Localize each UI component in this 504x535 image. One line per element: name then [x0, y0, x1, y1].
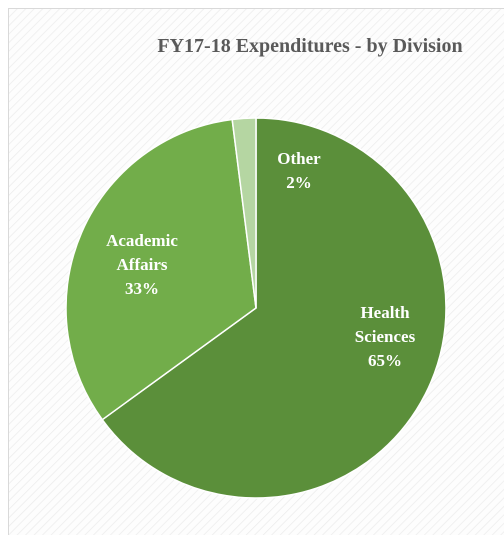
slice-category-label: Academic Affairs	[106, 231, 178, 274]
slice-category-label: Other	[277, 149, 321, 168]
slice-category-label: Health Sciences	[355, 303, 416, 346]
slice-value-label: 65%	[368, 351, 402, 370]
pie-slice	[65, 118, 257, 421]
pie-slice	[101, 117, 447, 499]
slice-value-label: 2%	[286, 173, 312, 192]
slice-value-label: 33%	[125, 279, 159, 298]
pie-slice	[231, 117, 257, 309]
chart-title: FY17-18 Expenditures - by Division	[157, 35, 462, 57]
